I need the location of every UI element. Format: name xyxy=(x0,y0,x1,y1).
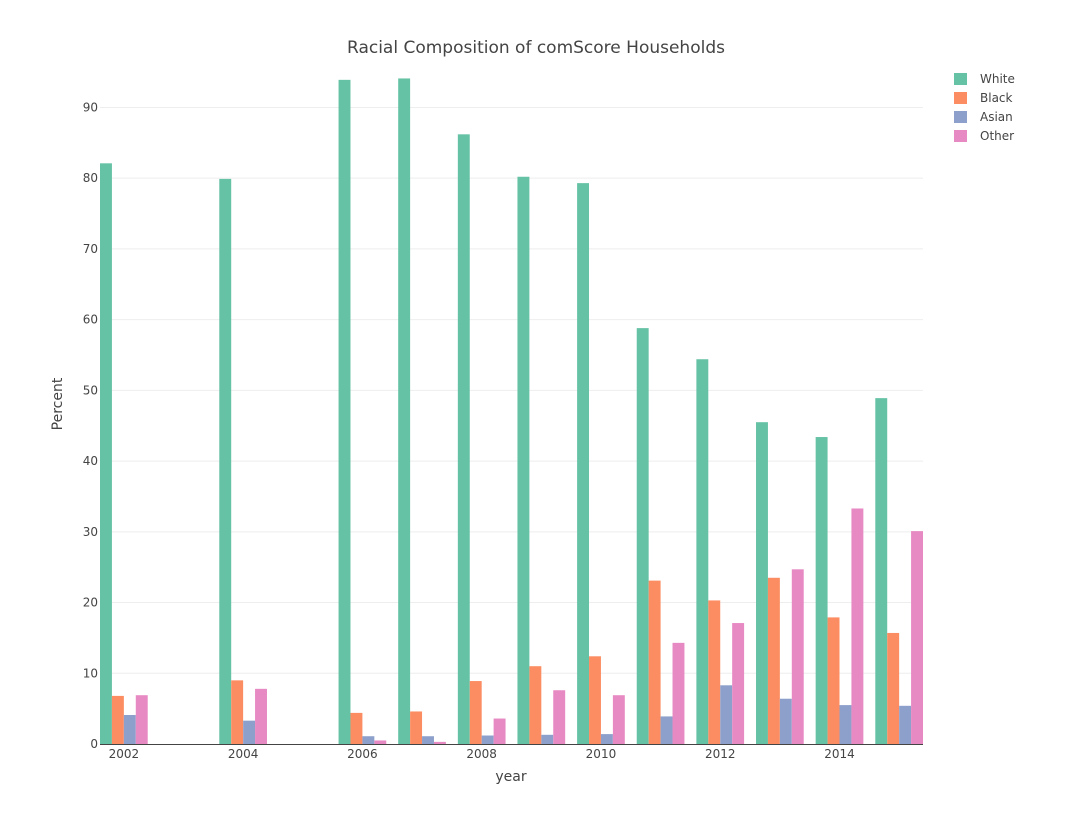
bar-other xyxy=(851,508,864,744)
bar-asian xyxy=(779,698,792,744)
bar-other xyxy=(732,623,745,744)
x-tick-label: 2012 xyxy=(705,747,736,761)
bar-asian xyxy=(541,734,554,744)
bar-black xyxy=(111,695,124,744)
bar-black xyxy=(708,600,721,744)
y-tick-label: 70 xyxy=(83,242,98,256)
legend-label-white: White xyxy=(980,72,1015,86)
bar-asian xyxy=(600,734,613,744)
x-tick-labels: 2002 2004 2006 2008 2010 2012 2014 xyxy=(109,747,855,761)
bar-black xyxy=(410,711,423,744)
legend-swatch-asian xyxy=(954,111,967,123)
bar-asian xyxy=(123,715,136,744)
bars xyxy=(100,78,923,745)
x-tick-label: 2006 xyxy=(347,747,378,761)
bar-black xyxy=(350,712,363,744)
bar-black xyxy=(231,680,244,744)
bar-black xyxy=(529,666,542,744)
bar-other xyxy=(493,718,506,744)
bar-asian xyxy=(243,720,256,744)
bar-asian xyxy=(481,735,494,744)
y-tick-label: 90 xyxy=(83,100,98,114)
bar-white xyxy=(875,398,888,744)
y-tick-label: 60 xyxy=(83,313,98,327)
bar-other xyxy=(553,690,566,744)
y-tick-label: 10 xyxy=(83,666,98,680)
x-axis-title: year xyxy=(495,769,526,785)
x-tick-label: 2014 xyxy=(824,747,855,761)
y-tick-label: 40 xyxy=(83,454,98,468)
bar-black xyxy=(767,577,780,744)
bar-asian xyxy=(660,716,673,744)
legend-swatch-white xyxy=(954,73,967,85)
bar-other xyxy=(374,740,387,744)
legend-swatch-other xyxy=(954,130,967,142)
bar-white xyxy=(756,422,768,744)
y-tick-label: 50 xyxy=(83,383,98,397)
bar-other xyxy=(791,569,804,744)
bar-white xyxy=(696,359,709,744)
bar-white xyxy=(398,78,411,745)
y-tick-labels: 0 10 20 30 40 50 60 70 80 90 xyxy=(83,100,98,751)
x-tick-label: 2002 xyxy=(109,747,140,761)
y-tick-label: 20 xyxy=(83,596,98,610)
bar-black xyxy=(887,632,900,744)
bar-white xyxy=(219,178,232,744)
bar-black xyxy=(648,580,661,744)
legend: White Black Asian Other xyxy=(954,72,1015,143)
bar-other xyxy=(911,531,923,744)
bar-black xyxy=(469,681,482,744)
bar-other xyxy=(612,695,625,744)
bar-other xyxy=(672,642,685,744)
y-gridlines xyxy=(100,106,923,674)
bar-white xyxy=(815,437,828,744)
bar-white xyxy=(517,176,530,745)
legend-swatch-black xyxy=(954,92,967,104)
bar-other xyxy=(433,741,446,744)
bar-black xyxy=(827,617,840,744)
bar-asian xyxy=(422,736,434,744)
bar-black xyxy=(589,656,601,744)
bar-other xyxy=(255,688,267,744)
y-tick-label: 80 xyxy=(83,171,98,185)
x-tick-label: 2004 xyxy=(228,747,259,761)
chart-title: Racial Composition of comScore Household… xyxy=(347,38,725,58)
y-tick-label: 0 xyxy=(90,737,98,751)
bar-other xyxy=(135,695,148,744)
y-axis-title: Percent xyxy=(50,377,66,430)
bar-asian xyxy=(362,736,375,744)
y-tick-label: 30 xyxy=(83,525,98,539)
bar-white xyxy=(338,79,351,744)
legend-label-black: Black xyxy=(980,91,1013,105)
bar-white xyxy=(457,134,470,745)
bar-white xyxy=(577,183,590,745)
bar-asian xyxy=(720,685,733,744)
x-tick-label: 2010 xyxy=(586,747,617,761)
bar-white xyxy=(100,163,112,744)
bar-asian xyxy=(839,705,852,744)
bar-asian xyxy=(899,705,912,744)
legend-label-other: Other xyxy=(980,129,1014,143)
bar-white xyxy=(636,328,649,744)
x-tick-label: 2008 xyxy=(466,747,497,761)
legend-label-asian: Asian xyxy=(980,110,1013,124)
